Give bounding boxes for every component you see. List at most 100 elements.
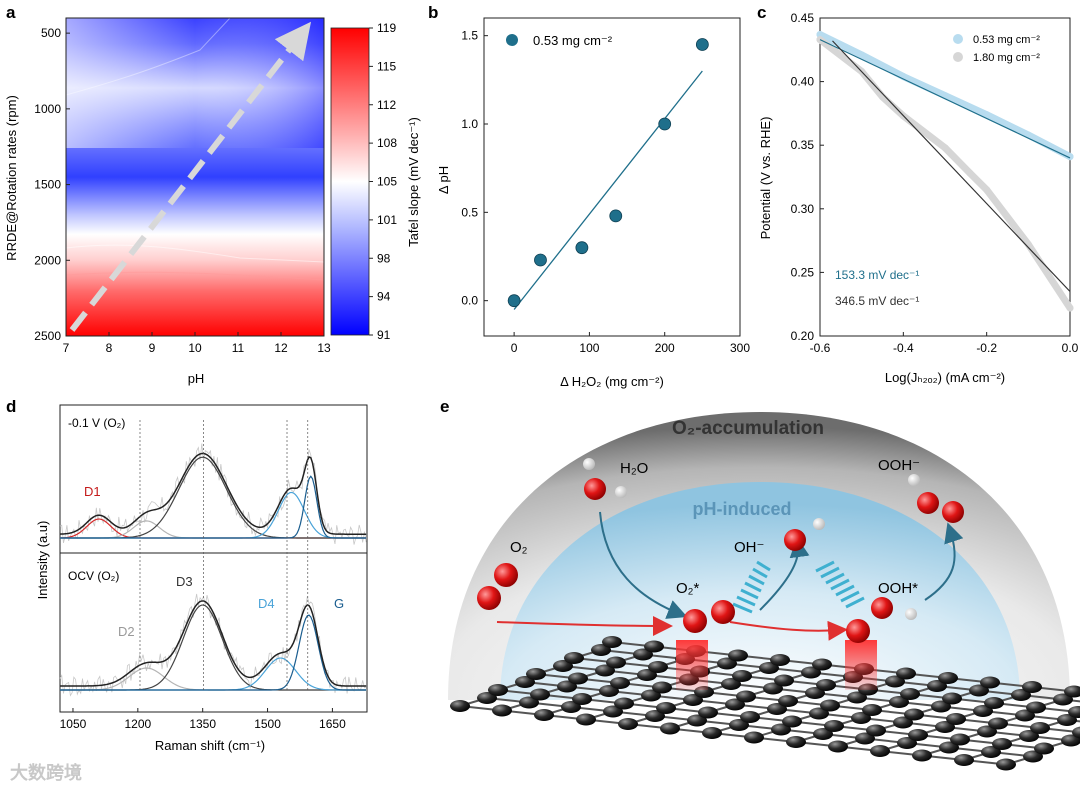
peak-label-d3: D3 (176, 574, 193, 589)
carbon-atom (602, 636, 622, 648)
carbon-atom (767, 703, 787, 715)
series-point (858, 51, 866, 59)
ytick-label: 0.25 (791, 265, 815, 279)
carbon-atom (702, 727, 722, 739)
arrow-o2 (496, 615, 673, 636)
stripe (740, 588, 759, 600)
oh-molecule (784, 518, 825, 551)
raw-spectrum (59, 593, 367, 697)
peak-label-d2: D2 (118, 624, 135, 639)
carbon-atom (981, 746, 1001, 758)
carbon-atom (1061, 734, 1080, 747)
carbon-atom (1030, 722, 1050, 734)
peak-label-d1: D1 (84, 484, 101, 499)
carbon-atom (561, 701, 581, 713)
colorbar-label: Tafel slope (mV dec⁻¹) (406, 117, 421, 247)
stripe (840, 590, 860, 603)
fit-line (513, 70, 703, 310)
arrow-ooh (924, 522, 964, 601)
colorbar-tick-label: 105 (377, 175, 397, 189)
cumulative-fit (59, 600, 367, 687)
carbon-atom (778, 695, 798, 707)
panel-e-schematic: O₂-accumulation pH-induced H₂O O₂ (448, 412, 1080, 771)
carbon-atom (515, 676, 535, 688)
carbon-atom (977, 725, 997, 738)
carbon-atom (1015, 709, 1035, 722)
carbon-atom (526, 668, 546, 680)
colorbar-tick-label: 98 (377, 251, 391, 265)
series-point (816, 31, 824, 39)
carbon-atom (824, 720, 844, 732)
carbon-atom (1022, 681, 1042, 693)
ytick-label: 1.0 (461, 117, 478, 131)
dome-subtitle: pH-induced (693, 499, 792, 519)
carbon-atom (736, 690, 756, 703)
carbon-atom (1068, 706, 1080, 718)
stripe (744, 581, 762, 593)
carbon-atom (633, 648, 653, 661)
panel-a-xlabel: pH (188, 371, 205, 386)
panel-b-scatter: 0 100 200 300 0.0 0.5 1.0 1.5 0.53 mg cm⁻² Δ H₂… (436, 17, 750, 389)
carbon-atom (816, 679, 836, 691)
carbon-atom (644, 640, 664, 653)
adsorption-glow-2 (845, 640, 877, 690)
carbon-atom (1064, 685, 1080, 698)
carbon-atom (904, 708, 924, 721)
label-o2-star: O₂* (676, 580, 699, 597)
carbon-atom (992, 738, 1012, 750)
colorbar-tick-label: 115 (377, 59, 396, 73)
panel-c-xlabel: Log(Jₕ₂ₒ₂) (mA cm⁻²) (885, 370, 1005, 385)
carbon-atom (599, 685, 619, 697)
label-o2: O₂ (510, 539, 528, 556)
carbon-atom (698, 706, 718, 719)
xtick-label: -0.4 (893, 341, 914, 355)
carbon-atom (855, 732, 875, 745)
carbon-atom (805, 687, 825, 699)
colorbar-tick-label: 94 (377, 290, 391, 304)
stripe-wedges (732, 560, 865, 614)
stripe (752, 567, 768, 579)
xtick-label: 9 (149, 341, 156, 355)
carbon-atom (717, 657, 737, 670)
carbon-atom (725, 698, 745, 711)
series-point (1066, 304, 1074, 312)
carbon-atom (885, 675, 905, 688)
carbon-atom (721, 678, 741, 690)
carbon-atom (847, 691, 867, 704)
peak-label-d4: D4 (258, 596, 275, 611)
data-point (609, 209, 623, 223)
carbon-atom (782, 715, 802, 728)
series-point (966, 169, 974, 177)
carbon-atom (492, 704, 512, 717)
carbon-atom (763, 682, 783, 695)
stripe (835, 584, 855, 597)
carbon-atom (645, 710, 665, 722)
panel-letter-b: b (428, 3, 438, 22)
carbon-atom (744, 731, 764, 744)
carbon-atom (687, 714, 707, 727)
xtick-label: 7 (63, 341, 70, 355)
label-ooh-star: OOH* (878, 580, 918, 597)
graphene-sheet (450, 636, 1080, 771)
ooh-star-molecule (846, 597, 917, 643)
carbon-atom (614, 697, 634, 710)
xtick-label: 11 (232, 341, 245, 355)
stripe (756, 560, 771, 572)
label-oh: OH⁻ (734, 539, 764, 556)
xtick-label: 200 (655, 341, 675, 355)
ytick-label: 0.0 (461, 294, 478, 308)
panel-letter-c: c (757, 3, 766, 22)
carbon-atom (740, 711, 760, 723)
panel-b-plot (507, 38, 709, 310)
panel-b-xlabel: Δ H₂O₂ (mg cm⁻²) (560, 374, 664, 389)
carbon-atom (889, 696, 909, 708)
carbon-atom (897, 737, 917, 749)
carbon-atom (1072, 726, 1080, 739)
panel-b-ylabel: Δ pH (436, 166, 451, 194)
ytick-label: 0.35 (791, 138, 815, 152)
fit-line (819, 39, 1071, 159)
colorbar-tick-label: 119 (377, 21, 396, 35)
adsorption-glow-1 (676, 640, 708, 690)
xtick-label: 1500 (254, 717, 281, 731)
o2-star-molecule (683, 600, 735, 633)
